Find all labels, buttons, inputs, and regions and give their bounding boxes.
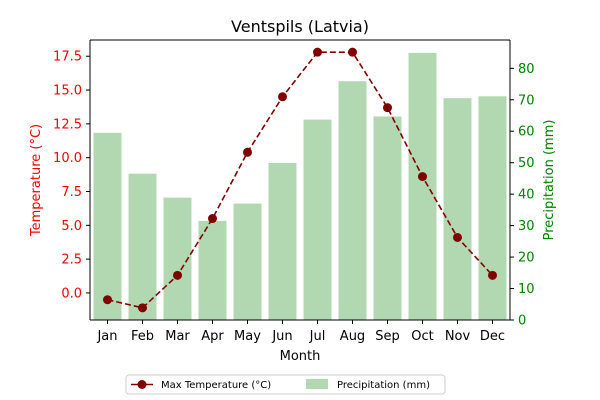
- legend-marker-swatch: [137, 380, 147, 389]
- right-axis-label: Precipitation (mm): [542, 120, 557, 241]
- precipitation-bar: [478, 96, 507, 320]
- right-tick-label: 30: [518, 219, 535, 234]
- temperature-line: [103, 47, 497, 313]
- precipitation-bar: [408, 52, 437, 321]
- left-tick-label: 7.5: [61, 185, 82, 200]
- left-axis-label: Temperature (°C): [29, 124, 44, 237]
- legend: Max Temperature (°C) Precipitation (mm): [125, 374, 446, 395]
- x-axis-label: Month: [280, 349, 321, 364]
- precipitation-bar: [128, 173, 157, 320]
- left-tick-label: 10.0: [53, 151, 82, 166]
- temperature-point: [488, 270, 497, 280]
- precipitation-bar: [303, 119, 332, 320]
- x-tick-label: Sep: [375, 329, 400, 344]
- temperature-point: [383, 103, 392, 113]
- x-tick-label: Dec: [480, 329, 505, 344]
- x-tick-label: Jan: [96, 329, 117, 344]
- legend-entry-precipitation: Precipitation (mm): [337, 380, 430, 391]
- temperature-point: [453, 232, 462, 242]
- precipitation-bar: [338, 81, 367, 320]
- left-tick-label: 17.5: [53, 50, 82, 65]
- right-tick-label: 60: [518, 125, 535, 140]
- precipitation-bar: [443, 98, 472, 321]
- precipitation-bars: [93, 52, 507, 321]
- x-tick-label: Nov: [445, 329, 471, 344]
- right-tick-label: 50: [518, 156, 535, 171]
- right-tick-label: 0: [518, 314, 526, 329]
- precipitation-bar: [268, 163, 297, 320]
- x-tick-label: Feb: [131, 329, 154, 344]
- right-tick-label: 40: [518, 188, 535, 203]
- temperature-point: [173, 270, 182, 280]
- left-tick-label: 0.0: [61, 286, 82, 301]
- temperature-line-path: [107, 51, 494, 309]
- x-tick-label: May: [234, 329, 261, 344]
- left-tick-label: 5.0: [61, 219, 82, 234]
- tick-labels: Jan Feb Mar Apr May Jun Jul Aug Sep Oct Nov Dec 0.0 2…: [53, 50, 535, 344]
- temperature-point: [313, 47, 322, 57]
- chart-title: Ventspils (Latvia): [231, 17, 369, 36]
- temperature-point: [243, 147, 252, 157]
- precipitation-bar: [233, 203, 262, 320]
- precipitation-bar: [93, 132, 122, 320]
- legend-frame: [125, 374, 446, 395]
- x-tick-label: Jul: [309, 329, 326, 344]
- right-tick-label: 70: [518, 93, 535, 108]
- x-tick-label: Oct: [411, 329, 433, 344]
- precipitation-bar: [198, 220, 227, 320]
- x-tick-label: Mar: [165, 329, 190, 344]
- legend-entry-temperature: Max Temperature (°C): [161, 380, 271, 391]
- left-tick-label: 12.5: [53, 117, 82, 132]
- x-tick-label: Apr: [201, 329, 224, 344]
- temperature-point: [418, 172, 427, 182]
- temperature-point: [208, 214, 217, 224]
- temperature-point: [103, 295, 112, 305]
- temperature-point: [138, 303, 147, 313]
- temperature-point: [348, 47, 357, 57]
- temperature-point: [278, 92, 287, 102]
- x-tick-label: Jun: [271, 329, 292, 344]
- left-tick-label: 15.0: [53, 84, 82, 99]
- axes: [86, 39, 514, 324]
- right-tick-label: 10: [518, 282, 535, 297]
- right-tick-label: 20: [518, 251, 535, 266]
- precipitation-bar: [373, 116, 402, 321]
- left-tick-label: 2.5: [61, 253, 82, 268]
- x-tick-label: Aug: [340, 329, 365, 344]
- right-tick-label: 80: [518, 62, 535, 77]
- legend-bar-swatch: [306, 379, 328, 389]
